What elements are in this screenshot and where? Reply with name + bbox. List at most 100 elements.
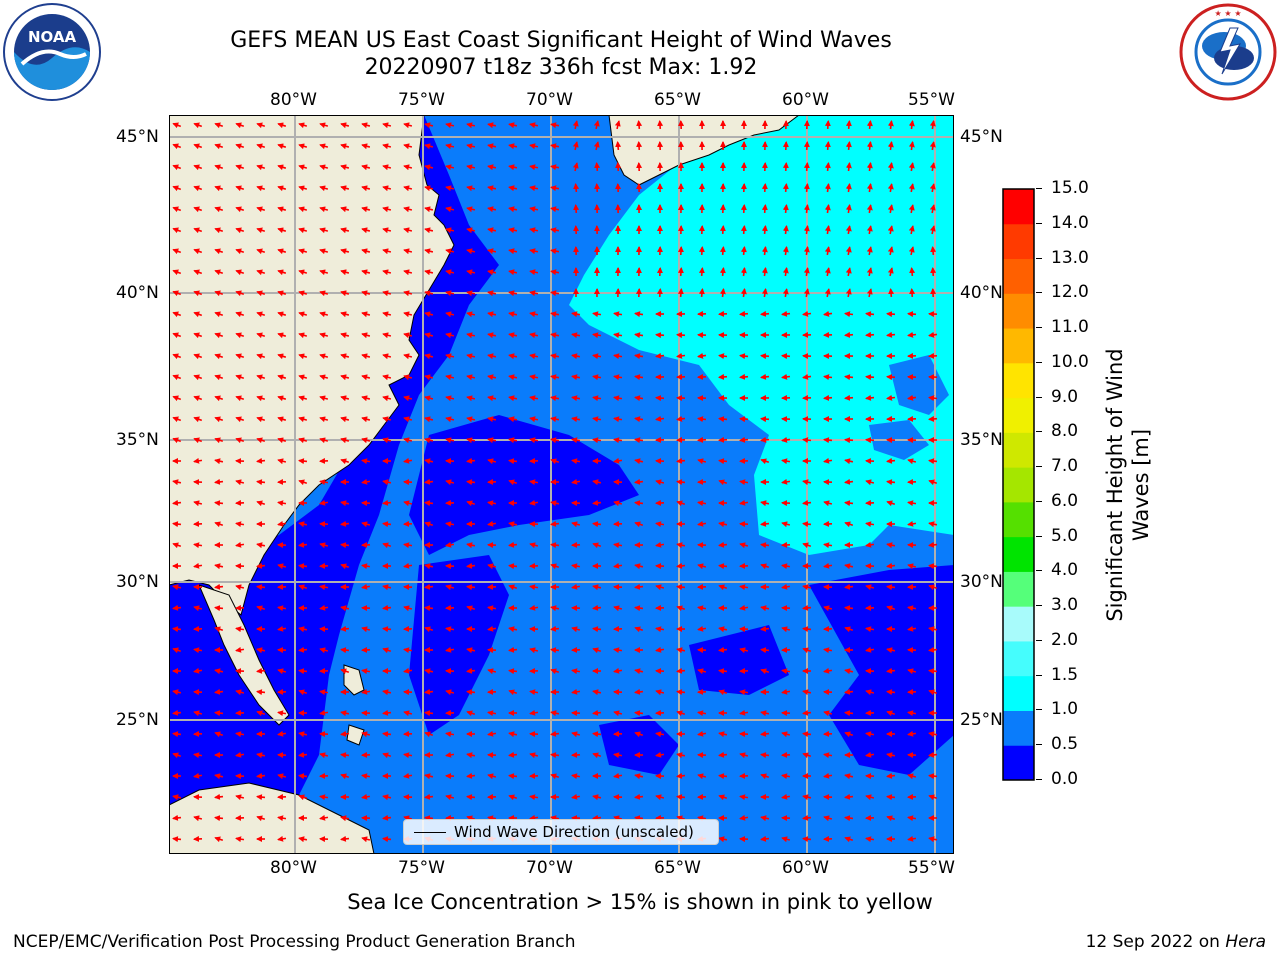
wave-arrow [760, 436, 770, 443]
wave-arrow [529, 164, 539, 171]
wave-arrow [214, 626, 224, 633]
wave-arrow [739, 499, 749, 506]
wave-arrow [803, 225, 810, 235]
wave-arrow [172, 248, 182, 255]
wave-arrow [571, 563, 581, 570]
wave-arrow [340, 290, 350, 297]
wave-arrow [844, 605, 854, 612]
colorbar-ticks: 0.0 0.5 1.0 1.5 2.0 3.0 4.0 5.0 6.0 7.0 8.0 9.0 10.0… [1036, 178, 1106, 790]
wave-arrow [657, 120, 664, 130]
low-wave-patch-c [689, 625, 789, 695]
wave-arrow [888, 288, 895, 298]
colorbar-tick-mark [1036, 709, 1042, 711]
wave-arrow [403, 143, 413, 150]
wave-arrow [277, 437, 287, 444]
wave-arrow [697, 625, 707, 632]
wave-arrow [361, 311, 371, 318]
wave-arrow [172, 353, 182, 360]
wave-arrow [340, 710, 350, 717]
wave-arrow [172, 521, 182, 528]
wave-arrow [298, 773, 308, 780]
wave-arrow [845, 183, 852, 193]
wave-arrow [824, 225, 831, 235]
wave-arrow [214, 478, 224, 485]
wave-arrow [256, 248, 266, 255]
wave-arrow [487, 625, 497, 632]
wave-arrow [466, 185, 476, 192]
wave-arrow [592, 479, 602, 486]
wave-arrow [613, 395, 623, 402]
wave-arrow [592, 626, 602, 633]
wave-arrow [466, 374, 476, 381]
wave-arrow [865, 479, 875, 486]
wave-arrow [886, 479, 896, 486]
wave-arrow [256, 479, 266, 486]
wave-arrow [256, 667, 266, 674]
wave-arrow [424, 353, 434, 360]
wave-arrow [928, 751, 938, 758]
wave-arrow [929, 225, 936, 235]
wave-arrow [865, 521, 875, 528]
wave-arrow [655, 521, 665, 528]
wave-arrow [193, 457, 203, 464]
wave-arrow [802, 689, 812, 696]
wave-arrow [487, 143, 497, 150]
wave-arrow [298, 185, 308, 192]
wave-arrow [382, 374, 392, 381]
wave-arrow [908, 225, 915, 235]
wave-arrow [572, 162, 579, 172]
wave-arrow [613, 542, 623, 549]
maritime-land [608, 115, 800, 186]
wave-arrow [193, 332, 203, 339]
wave-arrow [256, 164, 266, 171]
wave-arrow [193, 605, 203, 612]
wave-arrow [340, 269, 350, 276]
wave-arrow [655, 689, 665, 696]
wave-arrow [340, 374, 350, 381]
wave-arrow [193, 227, 203, 234]
wave-arrow [340, 625, 350, 632]
wave-arrow [424, 773, 434, 780]
low-wave-south-region [409, 555, 509, 735]
wave-arrow [466, 290, 476, 297]
wave-arrow [802, 521, 812, 528]
colorbar-segment [1003, 189, 1034, 225]
colorbar-tick-label: 11.0 [1051, 317, 1089, 338]
bahamas-island-2 [346, 724, 365, 746]
wave-arrow [550, 164, 560, 171]
wave-arrow [697, 710, 707, 717]
wave-arrow [802, 584, 812, 591]
map-legend: Wind Wave Direction (unscaled) [403, 819, 719, 845]
wave-arrow [319, 794, 329, 801]
wave-arrow [739, 689, 749, 696]
wave-arrow [823, 815, 833, 822]
colorbar-segment [1003, 293, 1034, 329]
wave-arrow [256, 122, 266, 129]
wave-arrow [781, 373, 791, 380]
wave-arrow [865, 626, 875, 633]
wave-arrow [298, 563, 308, 570]
wave-arrow [550, 374, 560, 381]
wave-arrow [277, 185, 287, 192]
wave-arrow [319, 185, 329, 192]
wave-arrow [235, 689, 245, 696]
wave-arrow [886, 647, 896, 654]
wave-arrow [571, 731, 581, 738]
wave-arrow [718, 479, 728, 486]
wave-arrow [803, 204, 810, 214]
wave-arrow [361, 248, 371, 255]
wave-arrow [361, 563, 371, 570]
wave-arrow [529, 794, 539, 801]
wave-arrow [655, 731, 665, 738]
wave-arrow [886, 667, 896, 674]
wave-arrow [550, 437, 560, 444]
wave-arrow [909, 288, 916, 298]
wave-arrow [235, 269, 245, 276]
colorbar-tick-mark [1036, 570, 1042, 572]
wave-arrow [361, 206, 371, 213]
wave-arrow [256, 206, 266, 213]
wave-arrow [403, 395, 413, 402]
wave-arrow [487, 668, 497, 675]
wave-arrow [698, 246, 705, 256]
wave-arrow [508, 269, 518, 276]
